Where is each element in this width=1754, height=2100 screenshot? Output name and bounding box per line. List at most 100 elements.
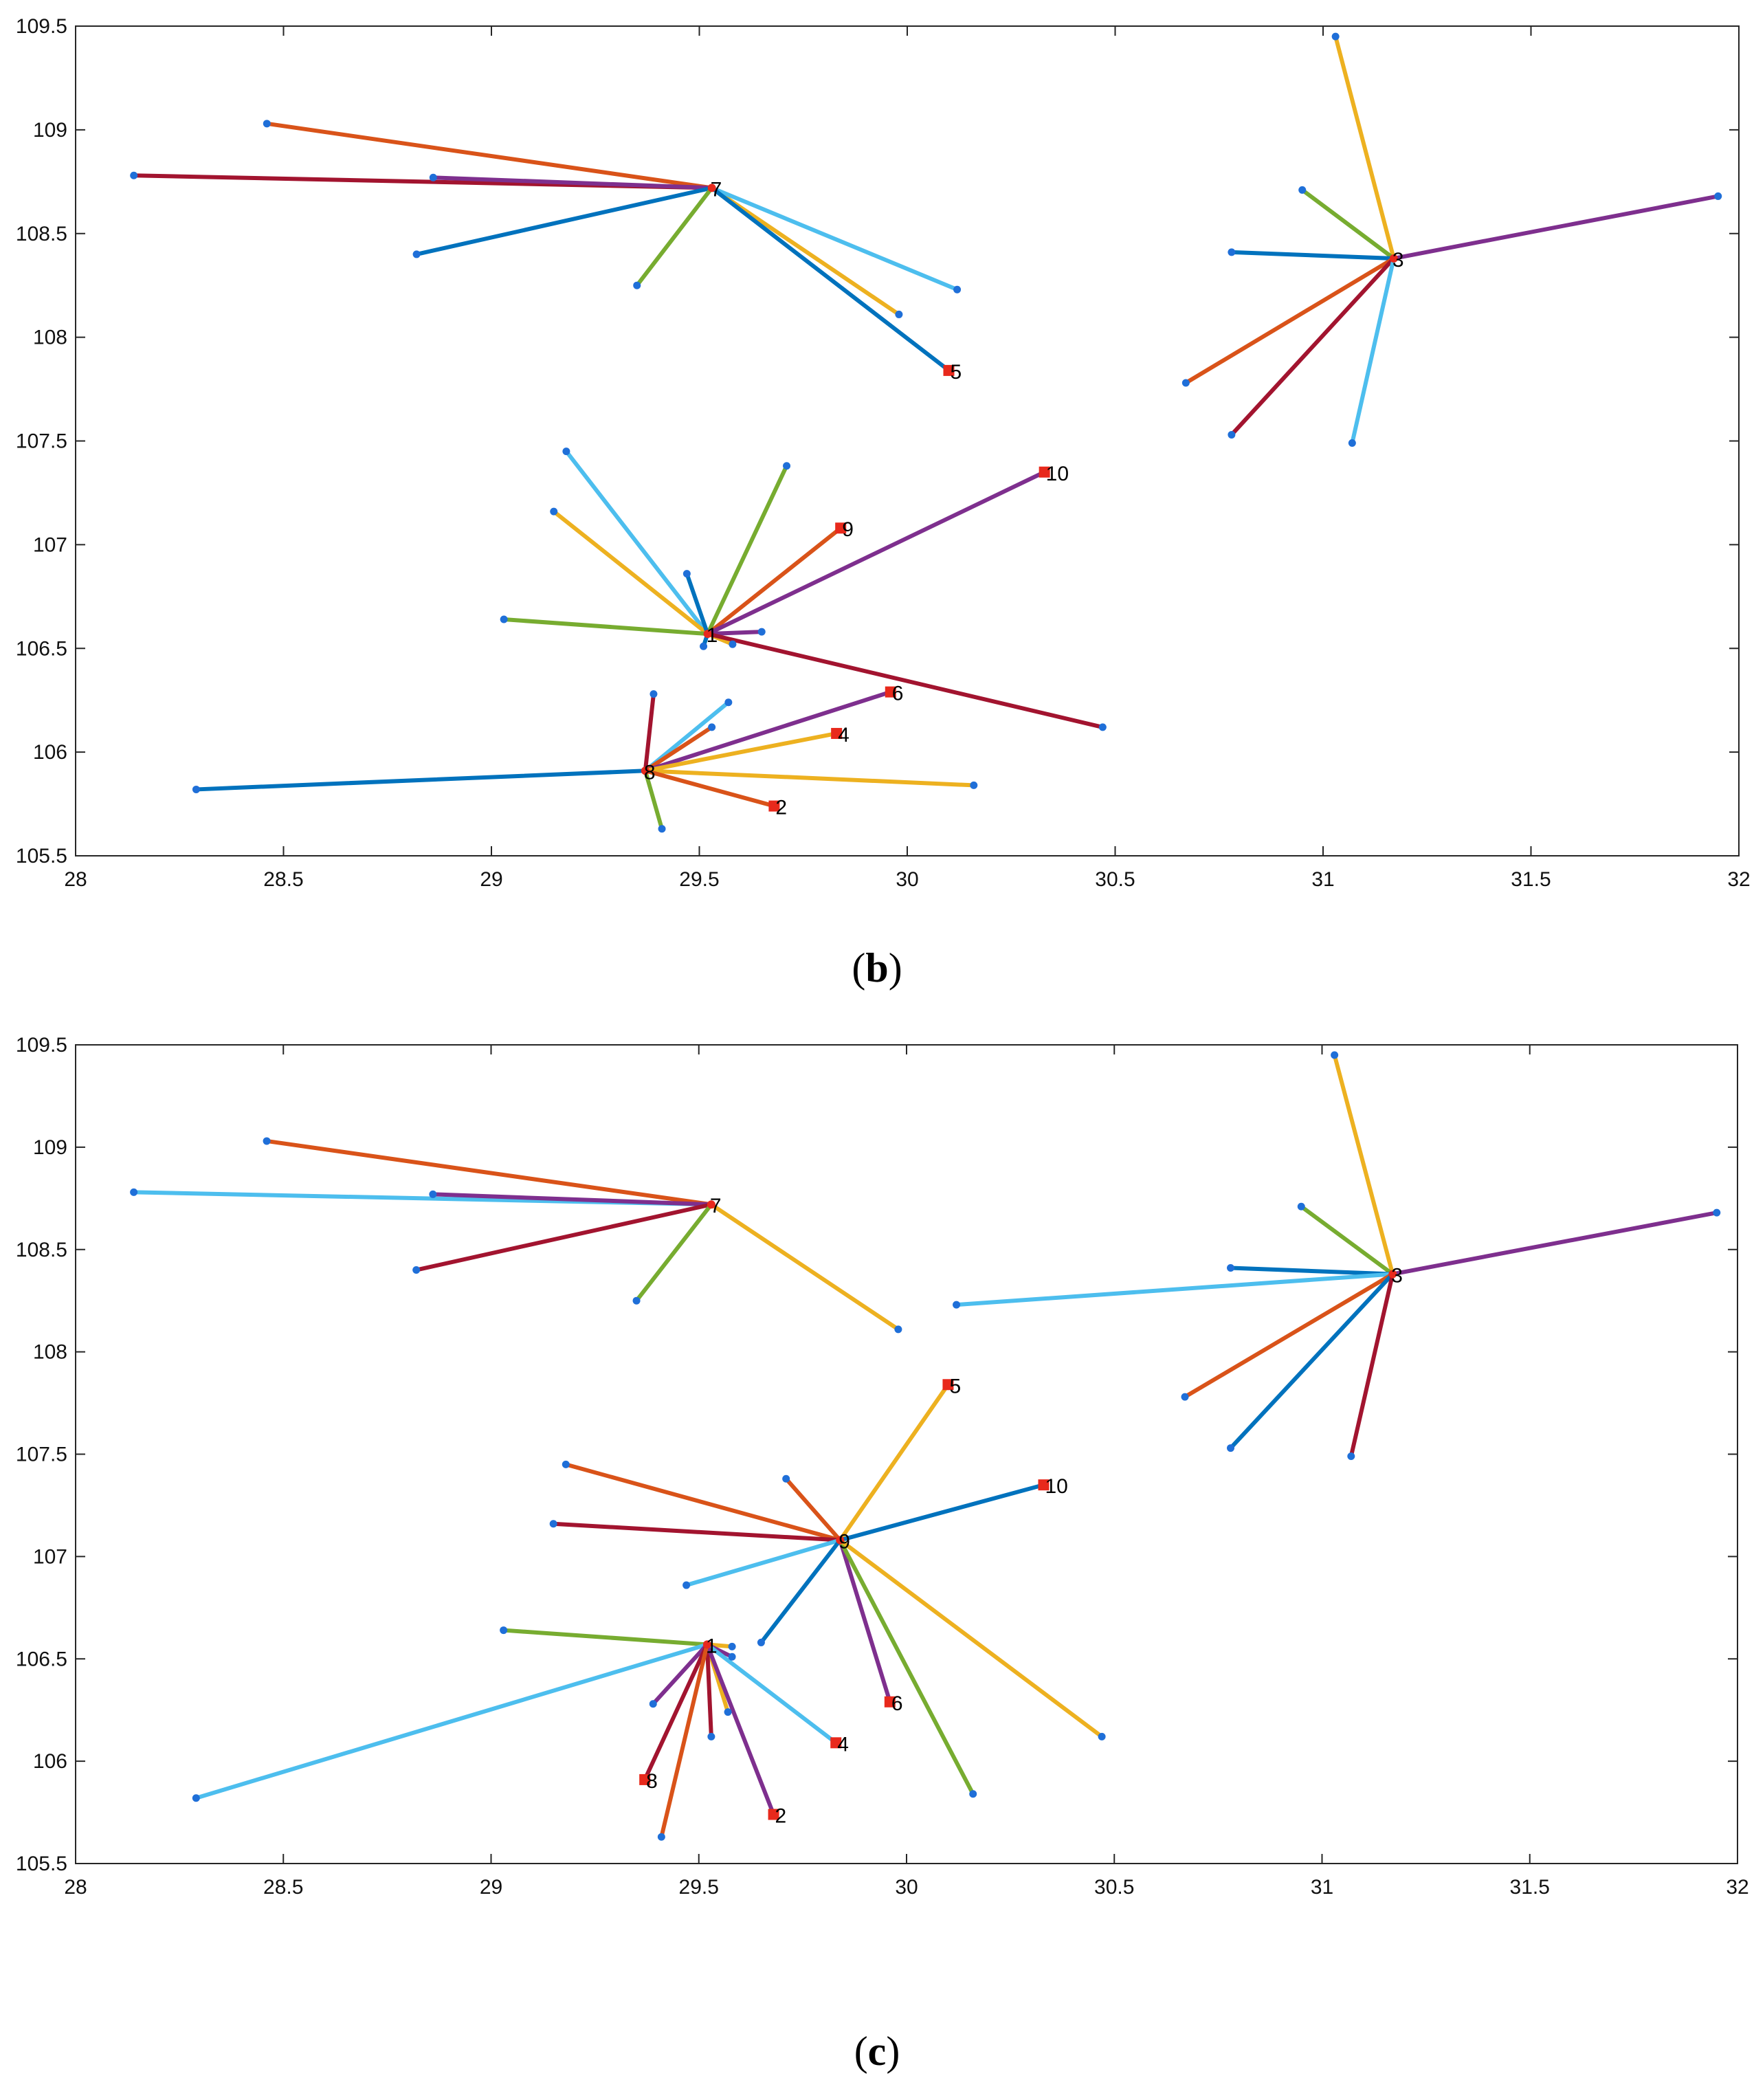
link-line-center-1 [705,632,1105,729]
center-label: 8 [644,761,656,784]
demand-point [724,1708,732,1716]
facility-marker [830,1737,842,1749]
x-tick-label: 31 [1311,868,1334,891]
demand-point [953,285,962,294]
demand-point [757,1638,765,1646]
link-line-center-8 [194,769,647,792]
demand-point [728,1642,736,1650]
y-tick-label: 108.5 [16,223,67,245]
demand-point [192,785,200,793]
y-tick-label: 106.5 [16,637,67,660]
link-line-center-7 [265,1138,713,1207]
link-line-center-3 [1300,188,1396,261]
demand-point [412,250,421,258]
center-label: 7 [711,178,722,201]
demand-point [1181,379,1190,387]
demand-point [657,1833,665,1841]
center-marker [703,630,712,639]
facility-label: 9 [842,518,854,541]
link-line-center-3 [1299,1204,1395,1276]
y-tick-label: 107.5 [16,1444,67,1466]
x-tick-label: 28 [64,1876,87,1899]
demand-point [894,1325,902,1334]
demand-point [1227,1264,1235,1272]
center-marker [707,1200,715,1209]
demand-point [658,825,666,833]
link-line-center-9 [551,1521,843,1543]
demand-point [633,281,641,289]
x-tick-label: 29 [480,1876,502,1899]
demand-point [1348,439,1356,447]
y-tick-label: 109 [33,1136,67,1159]
x-tick-label: 28 [64,868,87,891]
demand-point [1347,1452,1355,1460]
link-line-center-3 [1228,1265,1395,1276]
demand-point [500,1626,508,1635]
center-marker [707,184,716,192]
link-line-center-9 [838,1382,951,1543]
link-line-center-7 [709,186,901,317]
link-line-center-7 [709,1202,900,1331]
demand-point [562,447,570,456]
demand-point [757,628,766,636]
link-line-center-3 [1391,194,1720,261]
link-line-center-1 [502,617,710,637]
x-tick-label: 30.5 [1095,868,1135,891]
x-tick-label: 29.5 [679,868,719,891]
caption-close: ) [886,2029,900,2074]
demand-point [130,171,138,179]
demand-point [1227,1444,1235,1452]
demand-point [1298,186,1307,194]
center-marker [1388,1270,1397,1279]
demand-point [429,173,437,181]
facility-label: 4 [837,1733,849,1756]
facility-marker [835,522,847,534]
link-line-center-1 [705,630,764,637]
demand-point [263,120,271,128]
link-line-center-1 [704,1642,713,1739]
facility-marker [639,1773,651,1785]
y-tick-label: 105.5 [16,845,67,867]
caption-letter: c [868,2029,887,2074]
demand-point [1098,1732,1106,1740]
link-line-center-8 [643,689,893,773]
link-line-center-1 [194,1642,709,1800]
link-line-center-3 [1184,256,1396,386]
demand-point [650,690,658,698]
caption-open: ( [854,2029,868,2074]
center-marker [1389,254,1398,263]
demand-point [1297,1202,1305,1211]
demand-point [1331,32,1340,41]
facility-marker [884,1696,896,1707]
link-line-center-8 [643,692,656,773]
demand-point [682,570,691,578]
link-line-center-1 [685,571,710,637]
panel-caption: (c) [854,2029,900,2074]
x-tick-label: 28.5 [263,1876,303,1899]
link-line-center-9 [784,1477,843,1543]
x-tick-label: 28.5 [263,868,303,891]
facility-marker [942,1379,954,1391]
link-line-center-7 [265,121,714,190]
chart-panel-b: 28 28.5 29 29.5 30 30.5 31 31.5 32105.5106106.51… [16,15,1751,991]
demand-point [500,615,508,623]
link-line-center-8 [643,769,976,788]
x-tick-label: 29 [480,868,502,891]
demand-point [1713,1208,1721,1217]
x-tick-label: 30 [895,1876,918,1899]
link-line-center-7 [709,186,951,373]
y-tick-label: 106 [33,741,67,764]
facility-marker [1038,1479,1050,1491]
link-line-center-3 [1183,1272,1395,1400]
demand-point [550,507,558,516]
plot-area [75,25,1740,856]
y-tick-label: 109.5 [16,1034,67,1057]
link-line-center-9 [838,1538,1104,1739]
facility-label: 5 [951,361,962,384]
facility-marker [768,1809,779,1820]
demand-point [549,1520,557,1528]
center-label: 1 [707,624,718,647]
demand-point [895,310,903,318]
center-marker [641,766,650,775]
panel-caption: (b) [852,945,902,991]
